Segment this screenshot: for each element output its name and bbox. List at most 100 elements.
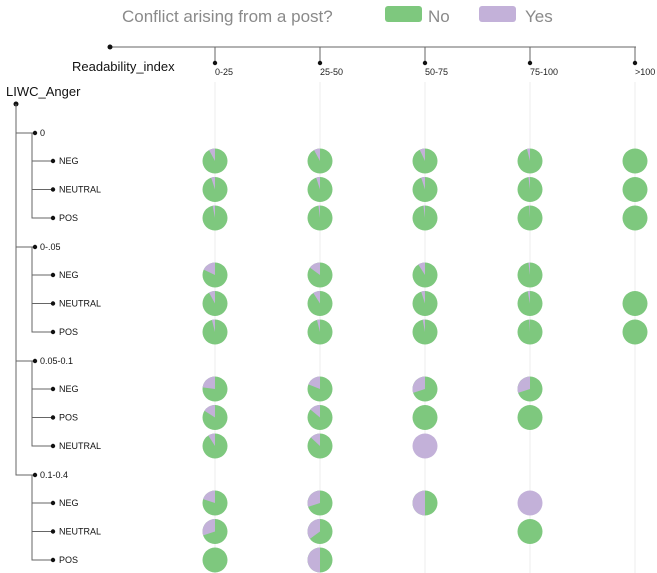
pie-slice-yes bbox=[208, 291, 215, 304]
pie-slice-yes bbox=[412, 490, 425, 516]
tree-branch bbox=[31, 503, 53, 532]
column-tick-node bbox=[317, 60, 323, 66]
pie bbox=[307, 519, 333, 544]
pie bbox=[307, 291, 333, 316]
tree-group-node bbox=[32, 130, 38, 136]
pie bbox=[412, 376, 438, 402]
pie-slice-yes bbox=[203, 262, 215, 275]
tree-leaf-label: NEG bbox=[59, 384, 79, 394]
pie bbox=[307, 547, 333, 573]
pie-slice-yes bbox=[418, 262, 425, 275]
tree-branch bbox=[31, 531, 53, 561]
tree-branch bbox=[31, 161, 53, 190]
tree-leaf-label: POS bbox=[59, 555, 78, 565]
pie bbox=[517, 177, 543, 202]
pie-slice-yes bbox=[412, 433, 438, 459]
pie-slice-yes bbox=[202, 376, 215, 389]
pie bbox=[307, 433, 333, 459]
tree-leaf-label: NEUTRAL bbox=[59, 441, 101, 451]
tree-leaf-node bbox=[50, 443, 56, 449]
tree-leaf-node bbox=[50, 415, 56, 420]
pie bbox=[517, 262, 543, 288]
tree-leaf-label: NEUTRAL bbox=[59, 185, 101, 195]
tree-leaf-label: NEG bbox=[59, 498, 79, 508]
tree-branch bbox=[31, 417, 53, 447]
column-tick-node bbox=[212, 60, 218, 66]
pie-slice-yes bbox=[208, 148, 215, 161]
pie bbox=[307, 205, 333, 231]
pie bbox=[517, 519, 543, 544]
tree-leaf-node bbox=[50, 386, 56, 392]
legend-swatch-no bbox=[385, 6, 422, 22]
pie-slice-yes bbox=[316, 319, 320, 332]
pie bbox=[412, 433, 438, 459]
column-axis: Readability_index 0-25 25-50 50-75 75-100 >1… bbox=[72, 44, 655, 77]
pie-slice-yes bbox=[208, 433, 215, 446]
pie-slice-yes bbox=[423, 205, 425, 218]
column-tick-node bbox=[632, 60, 638, 66]
pie bbox=[412, 405, 438, 430]
pie bbox=[412, 490, 438, 516]
pie bbox=[307, 177, 333, 202]
tree-leaf-label: POS bbox=[59, 213, 78, 223]
pie bbox=[517, 148, 543, 174]
pie bbox=[202, 547, 228, 573]
pies bbox=[202, 148, 648, 573]
column-tick-node bbox=[422, 60, 428, 66]
row-tree: LIWC_Anger 0 NEG NEUTRAL POS 0-.05 NEG NEUTRAL… bbox=[6, 84, 101, 565]
pie-slice-yes bbox=[211, 177, 215, 190]
pie bbox=[517, 490, 543, 516]
pie bbox=[622, 205, 648, 231]
pie-slice-yes bbox=[307, 519, 320, 539]
pie bbox=[202, 205, 228, 231]
pie bbox=[412, 148, 438, 174]
column-axis-label: Readability_index bbox=[72, 59, 175, 74]
pie-slice-yes bbox=[421, 177, 425, 190]
tree-branch bbox=[31, 389, 53, 418]
tree-leaf-label: NEUTRAL bbox=[59, 299, 101, 309]
pie-slice-yes bbox=[318, 205, 320, 218]
pie bbox=[202, 433, 228, 459]
column-tick-label: 25-50 bbox=[320, 67, 343, 77]
pie-slice-yes bbox=[310, 433, 320, 446]
pie-slice-no bbox=[622, 205, 648, 231]
tree-group-node bbox=[32, 472, 38, 478]
pie-slice-yes bbox=[211, 319, 215, 332]
tree-group-node bbox=[32, 358, 38, 364]
tree-branch bbox=[15, 104, 35, 134]
tree-leaf-node bbox=[50, 329, 56, 335]
pie-slice-yes bbox=[309, 262, 320, 275]
pie bbox=[307, 319, 333, 345]
pie-slice-yes bbox=[316, 177, 320, 190]
pie bbox=[202, 405, 228, 430]
pie bbox=[412, 177, 438, 202]
pie-slice-yes bbox=[517, 376, 530, 393]
pie-slice-yes bbox=[202, 519, 215, 536]
pie-slice-yes bbox=[308, 376, 320, 389]
pie bbox=[202, 148, 228, 174]
pie bbox=[412, 262, 438, 288]
legend-swatch-yes bbox=[479, 6, 516, 22]
legend-title: Conflict arising from a post? bbox=[122, 7, 333, 26]
tree-leaf-label: POS bbox=[59, 413, 78, 423]
pie-slice-no bbox=[517, 519, 543, 544]
pie-slice-no bbox=[517, 405, 543, 430]
pie-slice-yes bbox=[529, 205, 530, 218]
legend-label-yes: Yes bbox=[525, 7, 553, 26]
column-axis-root-node bbox=[107, 44, 113, 50]
tree-group-node bbox=[32, 244, 38, 250]
pie bbox=[202, 177, 228, 202]
pie-slice-yes bbox=[529, 319, 530, 332]
column-tick-label: 0-25 bbox=[215, 67, 233, 77]
pie-slice-yes bbox=[313, 148, 320, 161]
pie bbox=[202, 262, 228, 288]
pie-slice-no bbox=[412, 405, 438, 430]
pie bbox=[412, 291, 438, 316]
pie-slice-no bbox=[622, 148, 648, 174]
pie bbox=[517, 405, 543, 430]
tree-leaf-node bbox=[50, 272, 56, 278]
tree-leaf-label: NEUTRAL bbox=[59, 527, 101, 537]
tree-group-label: 0.05-0.1 bbox=[40, 356, 73, 366]
tree-group-label: 0 bbox=[40, 128, 45, 138]
tree-leaf-node bbox=[50, 215, 56, 221]
